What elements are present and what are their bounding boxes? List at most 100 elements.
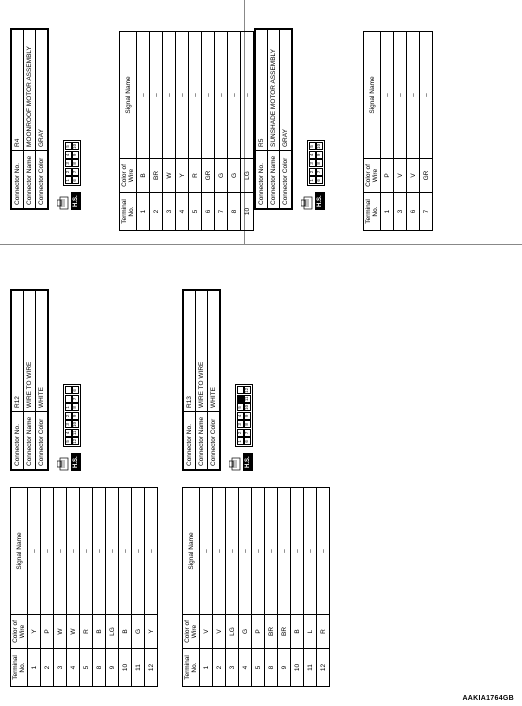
r4-color: GRAY [36, 30, 48, 151]
pin-row: 11G– [132, 488, 145, 687]
connector-pin-cell: 9 [72, 151, 79, 159]
pin-table-r5: Terminal No. Color of Wire Signal Name 1… [363, 31, 433, 231]
label-connector-color: Connector Color [36, 151, 48, 209]
connector-pin-cell: 8 [72, 159, 79, 167]
pin-row: 10B– [291, 488, 304, 687]
connector-pin-cell: 10 [244, 403, 251, 411]
hs-badge: H.S. [229, 453, 253, 471]
pin-row: 4Y– [176, 32, 189, 231]
connector-pin-cell: 1 [237, 437, 244, 445]
connector-pin-cell: 10 [72, 142, 79, 150]
pin-row: 2BR– [150, 32, 163, 231]
r5-color: GRAY [280, 30, 292, 151]
pin-row: 7G– [215, 32, 228, 231]
connector-pin-cell: 1 [309, 176, 316, 184]
connector-pin-cell: 2 [309, 168, 316, 176]
pin-row: 1Y– [28, 488, 41, 687]
pin-row: 10B– [119, 488, 132, 687]
pin-row: 10LG– [241, 32, 254, 231]
pin-row: 8BR– [265, 488, 278, 687]
connector-pin-cell: 11 [244, 395, 251, 403]
r5-connector-diagram: 12345678910 [307, 140, 326, 186]
connector-pin-cell: 4 [65, 151, 72, 159]
r13-color: WHITE [208, 291, 220, 412]
connector-r5-info: Connector No.R5 Connector NameSUNSHADE M… [254, 28, 325, 210]
connector-pin-cell: 5 [309, 142, 316, 150]
connector-pin-cell: 7 [244, 429, 251, 437]
connector-r4-info: Connector No.R4 Connector NameMOONROOF M… [10, 28, 81, 210]
pin-row: 1B– [137, 32, 150, 231]
connector-pin-cell: 3 [309, 159, 316, 167]
pin-row: 1P– [381, 32, 394, 231]
r12-no: R12 [12, 291, 24, 412]
connector-pin-cell: 4 [309, 151, 316, 159]
connector-pin-cell: 5 [237, 403, 244, 411]
connector-r13-info: Connector No.R13 Connector NameWIRE TO W… [182, 289, 253, 471]
pin-row: 8G– [228, 32, 241, 231]
connector-pin-cell: 2 [65, 168, 72, 176]
pin-row: 2V– [213, 488, 226, 687]
footer-id: AAKIA1764GB [462, 695, 514, 702]
connector-pin-cell: 1 [65, 403, 72, 411]
r4-name: MOONROOF MOTOR ASSEMBLY [24, 30, 36, 151]
connector-pin-cell: 2 [237, 429, 244, 437]
connector-pin-cell: 8 [72, 403, 79, 411]
pin-row: 2P– [41, 488, 54, 687]
connector-pin-cell: 3 [65, 420, 72, 428]
pin-table-r12: Terminal No. Color of Wire Signal Name 1… [10, 487, 158, 687]
pin-row: 5P– [252, 488, 265, 687]
connector-pin-cell: 9 [316, 151, 323, 159]
pin-table-r13: Terminal No. Color of Wire Signal Name 1… [182, 487, 330, 687]
connector-pin-cell [65, 386, 72, 394]
pin-row: 6V– [407, 32, 420, 231]
page: Connector No.R4 Connector NameMOONROOF M… [0, 0, 522, 706]
label-connector-no: Connector No. [12, 151, 24, 209]
connector-pin-cell: 6 [72, 176, 79, 184]
r12-color: WHITE [36, 291, 48, 412]
connector-pin-cell: 6 [244, 437, 251, 445]
pin-row: 7GR– [420, 32, 433, 231]
connector-pin-cell: 3 [237, 420, 244, 428]
connector-pin-cell: 7 [72, 395, 79, 403]
pin-row: 3V– [394, 32, 407, 231]
connector-pin-cell [237, 395, 244, 403]
connector-pin-cell: 6 [72, 386, 79, 394]
pin-row: 4W– [67, 488, 80, 687]
pin-row: 8B– [93, 488, 106, 687]
connector-pin-cell: 1 [65, 176, 72, 184]
connector-pin-cell: 9 [72, 412, 79, 420]
connector-pin-cell: 7 [72, 168, 79, 176]
connector-pin-cell [65, 395, 72, 403]
connector-pin-cell: 7 [316, 168, 323, 176]
pin-row: 5R– [80, 488, 93, 687]
divider-horizontal [0, 244, 522, 245]
r5-no: R5 [256, 30, 268, 151]
pin-row: 6GR– [202, 32, 215, 231]
pin-row: 4G– [239, 488, 252, 687]
pin-row: 9LG– [106, 488, 119, 687]
pin-row: 3W– [163, 32, 176, 231]
r13-connector-diagram: 123456789101112 [235, 384, 254, 447]
connector-pin-cell: 6 [316, 176, 323, 184]
pin-row: 3LG– [226, 488, 239, 687]
connector-pin-cell: 10 [72, 420, 79, 428]
connector-pin-cell: 4 [237, 412, 244, 420]
connector-pin-cell: 3 [65, 159, 72, 167]
connector-pin-cell: 9 [244, 412, 251, 420]
pin-row: 12Y– [145, 488, 158, 687]
connector-pin-cell [237, 386, 244, 394]
connector-pin-cell: 12 [244, 386, 251, 394]
connector-pin-cell: 11 [72, 429, 79, 437]
r13-name: WIRE TO WIRE [196, 291, 208, 412]
connector-pin-cell: 5 [65, 437, 72, 445]
pin-row: 12R– [317, 488, 330, 687]
hs-badge: H.S. [57, 453, 81, 471]
connector-pin-cell: 12 [72, 437, 79, 445]
r13-no: R13 [184, 291, 196, 412]
pin-row: 5R– [189, 32, 202, 231]
pin-row: 3W– [54, 488, 67, 687]
hs-badge: H.S. [301, 192, 325, 210]
connector-pin-cell: 2 [65, 412, 72, 420]
connector-pin-cell: 4 [65, 429, 72, 437]
r12-name: WIRE TO WIRE [24, 291, 36, 412]
